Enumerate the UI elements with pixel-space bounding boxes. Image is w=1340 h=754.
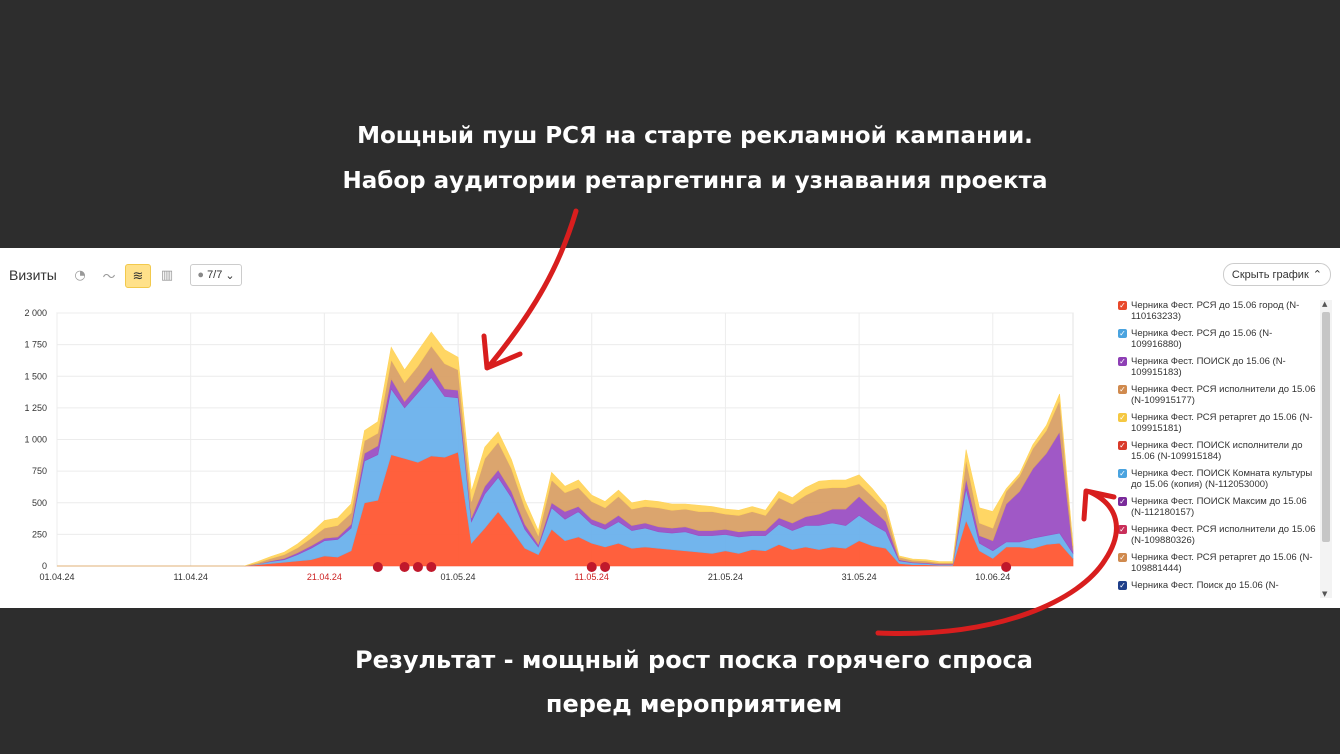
event-marker-icon — [412, 562, 423, 572]
scroll-down-icon[interactable]: ▼ — [1322, 590, 1328, 598]
bottom-caption-line1: Результат - мощный рост поска горячего с… — [355, 646, 1033, 674]
bar-chart-icon[interactable]: ▥ — [160, 267, 174, 283]
x-tick-label: 10.06.24 — [975, 572, 1010, 582]
legend-item[interactable]: ✓ Черника Фест. РСЯ ретаргет до 15.06 (N-… — [1118, 552, 1318, 574]
legend-checkbox-icon[interactable]: ✓ — [1118, 581, 1127, 590]
event-marker-icon — [372, 562, 383, 572]
legend-checkbox-icon[interactable]: ✓ — [1118, 441, 1127, 450]
event-marker-icon — [600, 562, 611, 572]
legend-label: Черника Фест. ПОИСК до 15.06 (N-10991518… — [1131, 356, 1286, 378]
x-tick-label: 01.05.24 — [441, 572, 476, 582]
legend-item[interactable]: ✓ Черника Фест. ПОИСК Комната культуры до… — [1118, 468, 1318, 490]
chart-title: Визиты — [9, 267, 57, 283]
legend-item[interactable]: ✓ Черника Фест. РСЯ исполнители до 15.06 … — [1118, 384, 1318, 406]
top-caption: Мощный пуш РСЯ на старте рекламной кампа… — [0, 114, 1340, 204]
legend-checkbox-icon[interactable]: ✓ — [1118, 329, 1127, 338]
x-tick-label: 11.05.24 — [575, 572, 609, 582]
legend-item[interactable]: ✓ Черника Фест. РСЯ ретаргет до 15.06 (N-… — [1118, 412, 1318, 434]
legend-label: Черника Фест. РСЯ до 15.06 город (N-1101… — [1131, 300, 1300, 322]
bottom-caption: Результат - мощный рост поска горячего с… — [0, 638, 1340, 726]
y-tick-label: 750 — [32, 466, 47, 476]
legend-item[interactable]: ✓ Черника Фест. ПОИСК Максим до 15.06 (N-… — [1118, 496, 1318, 518]
y-tick-label: 2 000 — [24, 308, 47, 318]
y-tick-label: 1 250 — [24, 403, 47, 413]
legend-label: Черника Фест. ПОИСК исполнители до 15.06… — [1131, 440, 1303, 462]
top-caption-line1: Мощный пуш РСЯ на старте рекламной кампа… — [357, 123, 1033, 149]
legend-checkbox-icon[interactable]: ✓ — [1118, 357, 1127, 366]
scroll-up-icon[interactable]: ▲ — [1322, 300, 1328, 308]
y-tick-label: 0 — [42, 561, 47, 571]
x-tick-label: 21.05.24 — [708, 572, 743, 582]
x-tick-label: 21.04.24 — [307, 572, 342, 582]
legend-item[interactable]: ✓ Черника Фест. РСЯ до 15.06 (N-109916880… — [1118, 328, 1318, 350]
legend-checkbox-icon[interactable]: ✓ — [1118, 469, 1127, 478]
legend-label: Черника Фест. РСЯ исполнители до 15.06 (… — [1131, 384, 1316, 406]
legend-checkbox-icon[interactable]: ✓ — [1118, 525, 1127, 534]
legend-label: Черника Фест. ПОИСК Максим до 15.06 (N-1… — [1131, 496, 1307, 518]
chevron-down-icon: ⌄ — [225, 269, 235, 282]
stacked-area-icon[interactable]: ≋ — [125, 264, 151, 288]
event-marker-icon — [1001, 562, 1012, 572]
y-tick-label: 250 — [32, 529, 47, 539]
chart-legend: ✓ Черника Фест. РСЯ до 15.06 город (N-110… — [1118, 300, 1318, 598]
chart-panel: 0 250 500 750 1 000 1 250 1 500 1 750 2 000 01.04… — [0, 248, 1340, 608]
legend-scrollbar[interactable]: ▲ ▼ — [1320, 300, 1332, 598]
legend-item[interactable]: ✓ Черника Фест. РСЯ до 15.06 город (N-110… — [1118, 300, 1318, 322]
event-marker-icon — [399, 562, 410, 572]
x-tick-label: 11.04.24 — [173, 572, 207, 582]
hide-chart-label: Скрыть график — [1231, 268, 1309, 281]
legend-checkbox-icon[interactable]: ✓ — [1118, 301, 1127, 310]
bottom-caption-line2: перед мероприятием — [545, 690, 843, 718]
legend-scroll-thumb[interactable] — [1322, 312, 1330, 542]
legend-checkbox-icon[interactable]: ✓ — [1118, 497, 1127, 506]
legend-label: Черника Фест. РСЯ исполнители до 15.06 (… — [1131, 524, 1316, 546]
top-caption-line2: Набор аудитории ретаргетинга и узнавания… — [342, 168, 1048, 194]
line-chart-icon[interactable]: 〜 — [102, 269, 116, 285]
legend-label: Черника Фест. Поиск до 15.06 (N- — [1131, 580, 1279, 591]
legend-checkbox-icon[interactable]: ✓ — [1118, 413, 1127, 422]
legend-item[interactable]: ✓ Черника Фест. ПОИСК исполнители до 15.0… — [1118, 440, 1318, 462]
legend-item[interactable]: ✓ Черника Фест. ПОИСК до 15.06 (N-1099151… — [1118, 356, 1318, 378]
event-marker-icon — [586, 562, 597, 572]
event-marker-icon — [426, 562, 437, 572]
legend-item[interactable]: ✓ Черника Фест. Поиск до 15.06 (N- — [1118, 580, 1318, 591]
comment-icon: ● — [197, 269, 205, 281]
x-tick-label: 31.05.24 — [842, 572, 877, 582]
y-tick-label: 1 000 — [24, 435, 47, 445]
x-tick-label: 01.04.24 — [39, 572, 74, 582]
y-tick-label: 500 — [32, 498, 47, 508]
legend-item[interactable]: ✓ Черника Фест. РСЯ исполнители до 15.06 … — [1118, 524, 1318, 546]
notes-button[interactable]: ● 7/7 ⌄ — [190, 264, 242, 286]
legend-label: Черника Фест. РСЯ ретаргет до 15.06 (N-1… — [1131, 412, 1313, 434]
pie-chart-icon[interactable]: ◔ — [74, 267, 86, 283]
y-tick-label: 1 750 — [24, 340, 47, 350]
legend-checkbox-icon[interactable]: ✓ — [1118, 553, 1127, 562]
legend-label: Черника Фест. РСЯ до 15.06 (N-109916880) — [1131, 328, 1273, 350]
legend-label: Черника Фест. ПОИСК Комната культуры до … — [1131, 468, 1313, 490]
hide-chart-button[interactable]: Скрыть график ⌃ — [1222, 263, 1331, 286]
y-tick-label: 1 500 — [24, 371, 47, 381]
chevron-up-icon: ⌃ — [1312, 269, 1322, 281]
legend-label: Черника Фест. РСЯ ретаргет до 15.06 (N-1… — [1131, 552, 1313, 574]
legend-checkbox-icon[interactable]: ✓ — [1118, 385, 1127, 394]
notes-count: 7/7 — [207, 269, 223, 281]
